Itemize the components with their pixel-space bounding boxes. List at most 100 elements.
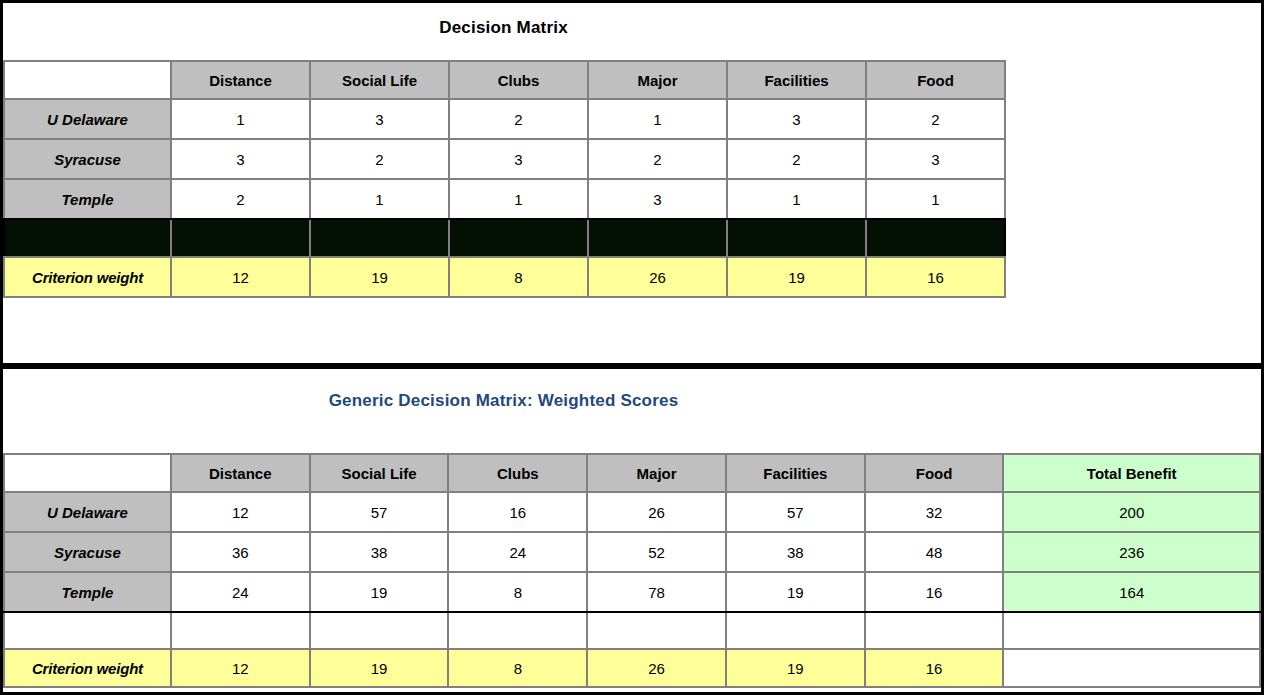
criterion-weight-label: Criterion weight	[4, 649, 171, 687]
weight-cell: 12	[171, 257, 310, 297]
row-label: Syracuse	[4, 139, 171, 179]
column-header: Major	[587, 454, 726, 492]
column-header: Clubs	[448, 454, 587, 492]
column-header: Social Life	[310, 454, 449, 492]
corner-cell	[4, 454, 171, 492]
score-cell: 24	[171, 572, 310, 612]
blank-spacer-cell	[448, 612, 587, 649]
weight-cell: 19	[726, 649, 865, 687]
criterion-weight-row: Criterion weight12198261916	[4, 257, 1005, 297]
score-cell: 19	[726, 572, 865, 612]
score-cell: 52	[587, 532, 726, 572]
score-cell: 3	[866, 139, 1005, 179]
header-row: DistanceSocial LifeClubsMajorFacilitiesF…	[4, 61, 1005, 99]
row-label: U Delaware	[4, 99, 171, 139]
blank-spacer-row	[4, 612, 1260, 649]
score-cell: 57	[726, 492, 865, 532]
blank-spacer-cell	[587, 612, 726, 649]
blank-spacer-cell	[1003, 612, 1260, 649]
black-spacer-cell	[588, 219, 727, 257]
table-row: Temple24198781916164	[4, 572, 1260, 612]
column-header: Social Life	[310, 61, 449, 99]
score-cell: 1	[449, 179, 588, 219]
total-benefit-cell: 164	[1003, 572, 1260, 612]
score-cell: 1	[171, 99, 310, 139]
criterion-weight-label: Criterion weight	[4, 257, 171, 297]
table-row: Syracuse363824523848236	[4, 532, 1260, 572]
row-label: Temple	[4, 179, 171, 219]
weight-cell: 26	[588, 257, 727, 297]
blank-spacer-cell	[865, 612, 1004, 649]
black-spacer-cell	[4, 219, 171, 257]
score-cell: 1	[866, 179, 1005, 219]
black-spacer-cell	[171, 219, 310, 257]
weight-cell: 19	[727, 257, 866, 297]
score-cell: 26	[587, 492, 726, 532]
criterion-weight-row: Criterion weight12198261916	[4, 649, 1260, 687]
black-spacer-row	[4, 219, 1005, 257]
total-benefit-cell: 236	[1003, 532, 1260, 572]
score-cell: 3	[727, 99, 866, 139]
weighted-scores-table: DistanceSocial LifeClubsMajorFacilitiesF…	[3, 453, 1261, 688]
weight-cell: 8	[448, 649, 587, 687]
score-cell: 2	[171, 179, 310, 219]
score-cell: 3	[449, 139, 588, 179]
black-spacer-cell	[866, 219, 1005, 257]
score-cell: 38	[310, 532, 449, 572]
header-row: DistanceSocial LifeClubsMajorFacilitiesF…	[4, 454, 1260, 492]
score-cell: 1	[727, 179, 866, 219]
weight-cell: 26	[587, 649, 726, 687]
score-cell: 38	[726, 532, 865, 572]
row-label: Temple	[4, 572, 171, 612]
weight-cell: 16	[866, 257, 1005, 297]
score-cell: 2	[866, 99, 1005, 139]
score-cell: 24	[448, 532, 587, 572]
score-cell: 16	[865, 572, 1004, 612]
column-header: Facilities	[726, 454, 865, 492]
column-header: Food	[865, 454, 1004, 492]
blank-spacer-cell	[726, 612, 865, 649]
blank-spacer-cell	[1003, 649, 1260, 687]
weight-cell: 12	[171, 649, 310, 687]
score-cell: 19	[310, 572, 449, 612]
score-cell: 1	[310, 179, 449, 219]
weighted-scores-section: Generic Decision Matrix: Weighted Scores…	[0, 366, 1264, 695]
total-benefit-cell: 200	[1003, 492, 1260, 532]
table-row: U Delaware125716265732200	[4, 492, 1260, 532]
score-cell: 78	[587, 572, 726, 612]
score-cell: 2	[588, 139, 727, 179]
weight-cell: 19	[310, 649, 449, 687]
weighted-scores-title: Generic Decision Matrix: Weighted Scores	[3, 369, 1004, 453]
decision-matrix-title: Decision Matrix	[3, 3, 1004, 60]
table-row: Temple211311	[4, 179, 1005, 219]
table-row: U Delaware132132	[4, 99, 1005, 139]
corner-cell	[4, 61, 171, 99]
blank-spacer-cell	[171, 612, 310, 649]
weight-cell: 8	[449, 257, 588, 297]
score-cell: 36	[171, 532, 310, 572]
score-cell: 8	[448, 572, 587, 612]
blank-spacer-cell	[4, 612, 171, 649]
weight-cell: 16	[865, 649, 1004, 687]
score-cell: 2	[310, 139, 449, 179]
column-header: Major	[588, 61, 727, 99]
score-cell: 57	[310, 492, 449, 532]
column-header: Food	[866, 61, 1005, 99]
blank-spacer-cell	[310, 612, 449, 649]
black-spacer-cell	[449, 219, 588, 257]
column-header: Distance	[171, 61, 310, 99]
row-label: Syracuse	[4, 532, 171, 572]
score-cell: 2	[727, 139, 866, 179]
weight-cell: 19	[310, 257, 449, 297]
column-header: Distance	[171, 454, 310, 492]
row-label: U Delaware	[4, 492, 171, 532]
score-cell: 3	[310, 99, 449, 139]
decision-matrix-table: DistanceSocial LifeClubsMajorFacilitiesF…	[3, 60, 1006, 298]
black-spacer-cell	[310, 219, 449, 257]
total-column-header: Total Benefit	[1003, 454, 1260, 492]
decision-matrix-section: Decision Matrix DistanceSocial LifeClubs…	[0, 0, 1264, 366]
score-cell: 48	[865, 532, 1004, 572]
score-cell: 12	[171, 492, 310, 532]
table-row: Syracuse323223	[4, 139, 1005, 179]
column-header: Facilities	[727, 61, 866, 99]
